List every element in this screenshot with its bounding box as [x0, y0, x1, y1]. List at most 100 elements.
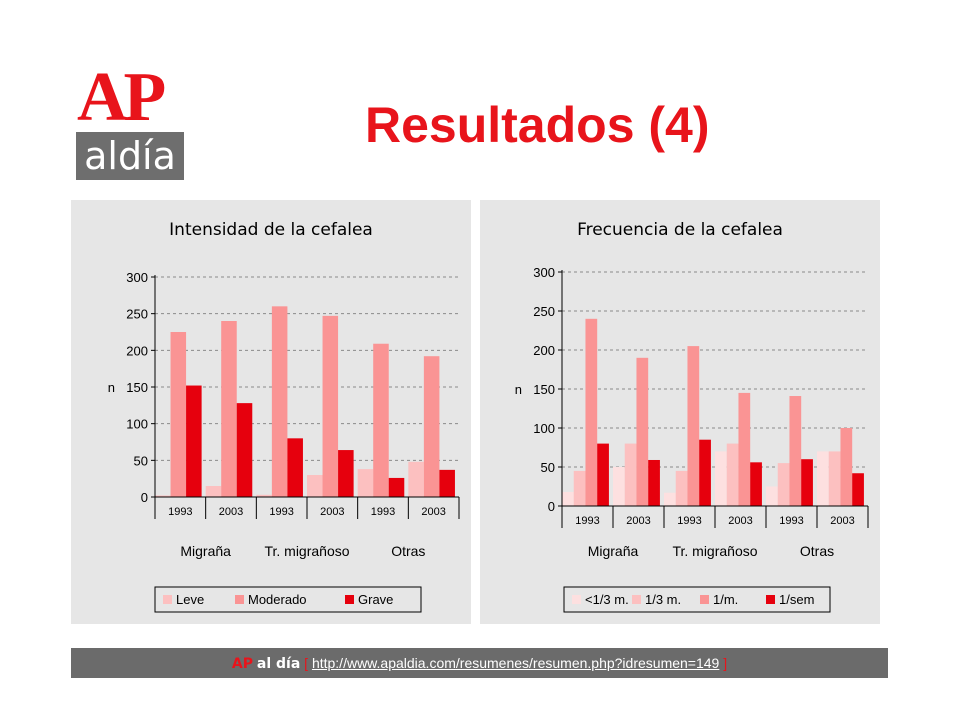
y-axis-label: n — [108, 380, 115, 395]
bar-1-3-m- — [828, 451, 841, 506]
x-tick-label: 2003 — [830, 515, 854, 527]
y-tick-label: 300 — [126, 270, 148, 285]
bar-moderado — [170, 332, 187, 497]
chart-title: Intensidad de la cefalea — [169, 220, 373, 240]
bar-grave — [287, 438, 303, 497]
bar-grave — [186, 385, 202, 497]
bar-1-sem — [801, 459, 813, 506]
bar-1-m- — [789, 396, 802, 506]
x-tick-label: 1993 — [575, 515, 599, 527]
bar-leve — [357, 469, 374, 497]
bar-1-sem — [852, 473, 864, 506]
bar-1-m- — [687, 346, 700, 506]
y-tick-label: 250 — [126, 307, 148, 322]
bar-1-3-m- — [675, 470, 688, 506]
bar--1-3-m- — [664, 492, 676, 506]
x-tick-label: 1993 — [779, 515, 803, 527]
footer-close-bracket: ] — [723, 655, 728, 671]
y-tick-label: 250 — [533, 304, 555, 319]
y-tick-label: 150 — [126, 380, 148, 395]
legend-box — [563, 586, 831, 613]
y-tick-label: 100 — [533, 421, 555, 436]
legend-swatch — [235, 595, 244, 604]
bar-leve — [205, 486, 222, 497]
legend-box — [154, 586, 422, 613]
bar-leve — [256, 494, 272, 497]
group-label: Tr. migrañoso — [264, 543, 349, 559]
x-tick-label: 1993 — [168, 506, 192, 518]
group-label: Migraña — [588, 543, 639, 559]
footer-open-bracket: [ — [304, 655, 309, 671]
bar-grave — [439, 469, 455, 497]
legend-swatch — [766, 595, 775, 604]
bar-1-sem — [750, 462, 762, 506]
legend-swatch — [700, 595, 709, 604]
bar-1-sem — [699, 439, 711, 506]
bar--1-3-m- — [562, 491, 574, 506]
y-tick-label: 50 — [134, 453, 148, 468]
legend-label: <1/3 m. — [585, 592, 629, 607]
legend-label: Moderado — [248, 592, 307, 607]
bar-1-sem — [597, 443, 609, 506]
x-tick-label: 1993 — [371, 506, 395, 518]
bar-moderado — [221, 321, 237, 497]
y-tick-label: 300 — [533, 265, 555, 280]
bar-leve — [408, 461, 424, 497]
bar-1-3-m- — [777, 463, 790, 506]
footer-bar: AP al día [ http://www.apaldia.com/resum… — [71, 648, 888, 678]
bar-grave — [388, 477, 405, 497]
intensity-chart: Intensidad de la cefalea 0 50 100 150 200 250 3… — [108, 220, 460, 613]
legend-label: 1/m. — [713, 592, 738, 607]
bar-1-3-m- — [573, 470, 586, 506]
footer-brand-ap: AP — [231, 656, 253, 672]
y-tick-label: 100 — [126, 417, 148, 432]
legend-label: 1/sem — [779, 592, 814, 607]
group-label: Tr. migrañoso — [672, 543, 757, 559]
bar-grave — [338, 450, 354, 497]
frequency-chart-panel: Frecuencia de la cefalea 0 50 100 150 200 250 3… — [480, 200, 880, 624]
legend-swatch — [632, 595, 641, 604]
y-tick-label: 0 — [141, 490, 148, 505]
footer-brand-rest: al día — [256, 656, 301, 672]
x-tick-label: 2003 — [421, 506, 445, 518]
group-label: Otras — [391, 543, 425, 559]
y-tick-label: 0 — [548, 499, 555, 514]
bar--1-3-m- — [613, 467, 625, 506]
x-tick-label: 2003 — [626, 515, 650, 527]
bar-1-3-m- — [726, 443, 739, 506]
bar-1-sem — [648, 459, 660, 506]
bar-1-m- — [840, 428, 853, 506]
legend-label: Grave — [358, 592, 393, 607]
logo-aldia-text: aldía — [84, 134, 176, 178]
legend-swatch — [163, 595, 172, 604]
legend-label: Leve — [176, 592, 204, 607]
bar-1-m- — [585, 318, 598, 506]
bar-moderado — [322, 315, 339, 497]
legend-swatch — [572, 595, 581, 604]
group-label: Otras — [800, 543, 834, 559]
x-tick-label: 2003 — [728, 515, 752, 527]
y-tick-label: 200 — [126, 343, 148, 358]
bar-leve — [307, 475, 323, 497]
bar--1-3-m- — [766, 486, 778, 506]
footer-url-link[interactable]: http://www.apaldia.com/resumenes/resumen… — [311, 655, 720, 671]
y-axis-label: n — [515, 382, 522, 397]
bar-moderado — [271, 306, 288, 497]
legend-label: 1/3 m. — [645, 592, 681, 607]
y-tick-label: 200 — [533, 343, 555, 358]
apaldia-logo: AP aldía — [74, 59, 186, 182]
y-tick-label: 50 — [541, 460, 555, 475]
logo-ap-text: AP — [77, 62, 165, 136]
bar-leve — [155, 495, 171, 497]
logo-box — [76, 132, 184, 180]
bar-moderado — [423, 356, 440, 497]
legend-swatch — [345, 595, 354, 604]
bar-1-m- — [636, 357, 649, 506]
bar-1-3-m- — [624, 443, 637, 506]
bar--1-3-m- — [817, 451, 829, 506]
x-tick-label: 1993 — [269, 506, 293, 518]
bar-grave — [236, 403, 253, 497]
x-tick-label: 1993 — [677, 515, 701, 527]
bar-1-m- — [738, 392, 751, 506]
intensity-chart-panel: Intensidad de la cefalea 0 50 100 150 200 250 3… — [71, 200, 471, 624]
